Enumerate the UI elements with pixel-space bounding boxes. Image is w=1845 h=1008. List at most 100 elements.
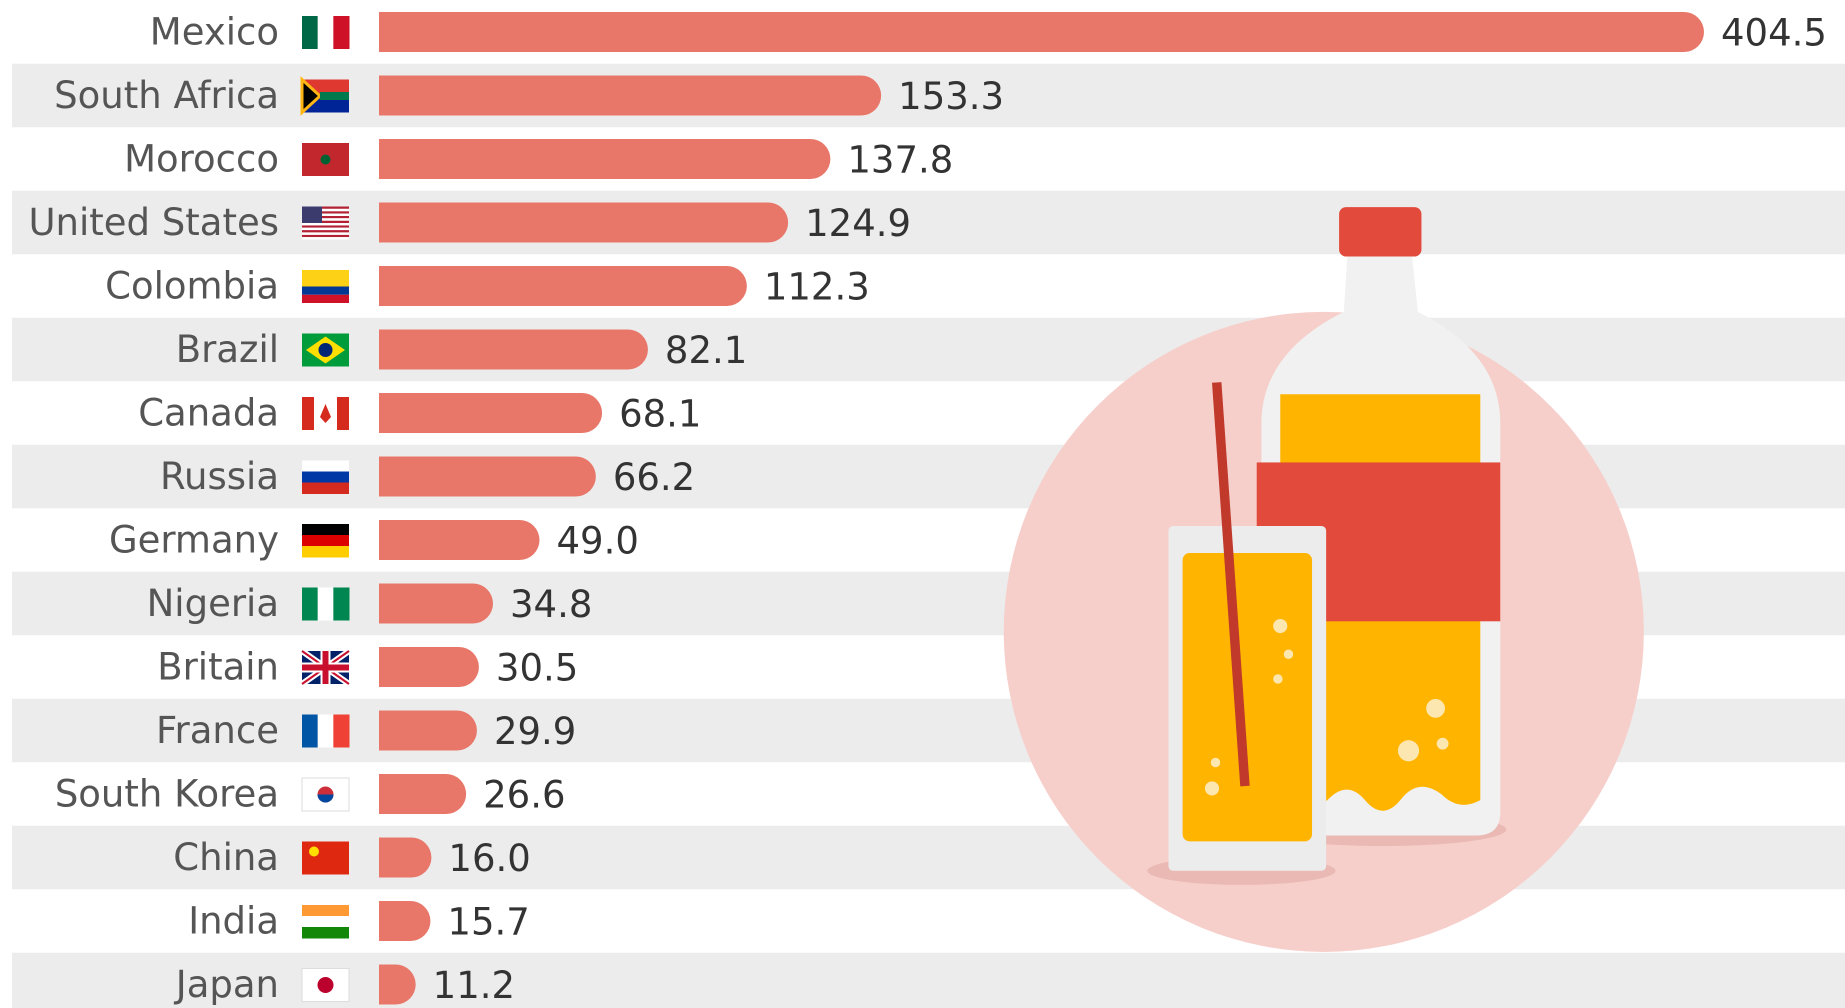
flag <box>302 16 350 49</box>
flag-part <box>302 220 349 223</box>
bar <box>379 774 467 814</box>
bar <box>379 139 831 179</box>
flag-part <box>302 294 349 303</box>
flag-part <box>302 841 349 875</box>
value-label: 112.3 <box>764 266 870 309</box>
category-label: United States <box>28 201 279 244</box>
flag-part <box>302 234 349 238</box>
bar <box>379 393 603 433</box>
bar <box>379 964 416 1005</box>
flag-part <box>302 225 349 228</box>
category-label: France <box>156 709 279 752</box>
row-stripe <box>12 317 1845 382</box>
flag-part <box>302 232 349 235</box>
category-label: South Korea <box>55 773 279 816</box>
flag-part <box>302 213 349 216</box>
flag <box>302 143 349 176</box>
value-label: 49.0 <box>557 520 639 563</box>
flag-part <box>302 237 349 240</box>
flag-part <box>333 16 350 49</box>
flag-part <box>317 977 334 993</box>
flag-part <box>302 471 349 483</box>
bar <box>379 520 540 560</box>
value-label: 11.2 <box>433 964 515 1007</box>
flag-part <box>302 905 349 917</box>
flag <box>302 714 350 748</box>
flag-part <box>320 92 349 100</box>
category-label: Canada <box>138 392 279 435</box>
value-label: 153.3 <box>898 75 1004 118</box>
flag-part <box>309 846 319 857</box>
flag <box>302 524 349 558</box>
flag-part <box>302 286 349 295</box>
flag-part <box>302 227 349 231</box>
bar <box>379 583 493 624</box>
flag <box>300 648 351 687</box>
flag-part <box>302 230 349 233</box>
value-label: 124.9 <box>805 202 911 245</box>
category-label: Russia <box>160 455 279 498</box>
bar <box>379 456 596 497</box>
flag-part <box>302 482 349 494</box>
bar <box>379 12 1704 52</box>
flag-part <box>302 460 349 472</box>
value-label: 82.1 <box>665 329 747 372</box>
value-label: 404.5 <box>1721 12 1827 55</box>
value-label: 68.1 <box>619 393 701 436</box>
value-label: 66.2 <box>613 456 695 499</box>
flag <box>302 333 349 367</box>
flag-part <box>317 794 334 803</box>
category-label: Colombia <box>105 265 279 308</box>
category-label: Nigeria <box>147 582 279 625</box>
value-label: 26.6 <box>483 774 565 817</box>
flag-part <box>302 524 349 536</box>
flag <box>301 777 350 812</box>
category-label: Britain <box>157 646 279 689</box>
category-label: South Africa <box>54 74 279 117</box>
bar <box>379 837 432 878</box>
flag <box>302 587 350 621</box>
flag <box>302 905 349 939</box>
category-label: Brazil <box>176 328 279 371</box>
flag-part <box>302 587 319 621</box>
value-label: 34.8 <box>510 583 592 626</box>
row-stripe <box>12 952 1845 1008</box>
flag <box>302 206 349 240</box>
category-label: Germany <box>109 519 279 562</box>
flag-part <box>302 223 349 226</box>
flag-part <box>302 215 349 219</box>
category-label: Morocco <box>124 138 279 181</box>
bar <box>379 266 747 306</box>
category-label: Mexico <box>150 11 279 54</box>
flag <box>300 76 349 116</box>
flag-part <box>317 16 334 49</box>
flag <box>301 968 350 1002</box>
bar <box>379 75 882 116</box>
flag-part <box>317 714 334 748</box>
flag-part <box>333 714 350 748</box>
flag-part <box>333 587 350 621</box>
flag <box>302 397 349 430</box>
flag <box>302 841 349 875</box>
flag <box>302 460 349 494</box>
flag-part <box>302 927 349 939</box>
value-label: 16.0 <box>448 837 530 880</box>
flag-part <box>317 587 334 621</box>
bar <box>379 710 477 751</box>
category-label: Japan <box>174 963 279 1006</box>
flag-part <box>302 714 319 748</box>
row-stripe <box>12 190 1845 255</box>
flag-part <box>302 270 349 287</box>
bar <box>379 329 648 370</box>
value-label: 29.9 <box>494 710 576 753</box>
flag-part <box>320 154 331 165</box>
flag-part <box>302 16 319 49</box>
flag-part <box>302 218 349 221</box>
flag-part <box>302 664 349 671</box>
value-label: 137.8 <box>847 139 953 182</box>
flag-part <box>318 343 333 357</box>
bar <box>379 901 431 941</box>
category-label: China <box>173 836 279 879</box>
flag-part <box>302 546 349 558</box>
